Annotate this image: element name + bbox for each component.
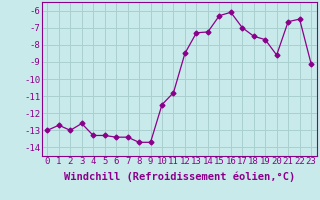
X-axis label: Windchill (Refroidissement éolien,°C): Windchill (Refroidissement éolien,°C): [64, 172, 295, 182]
